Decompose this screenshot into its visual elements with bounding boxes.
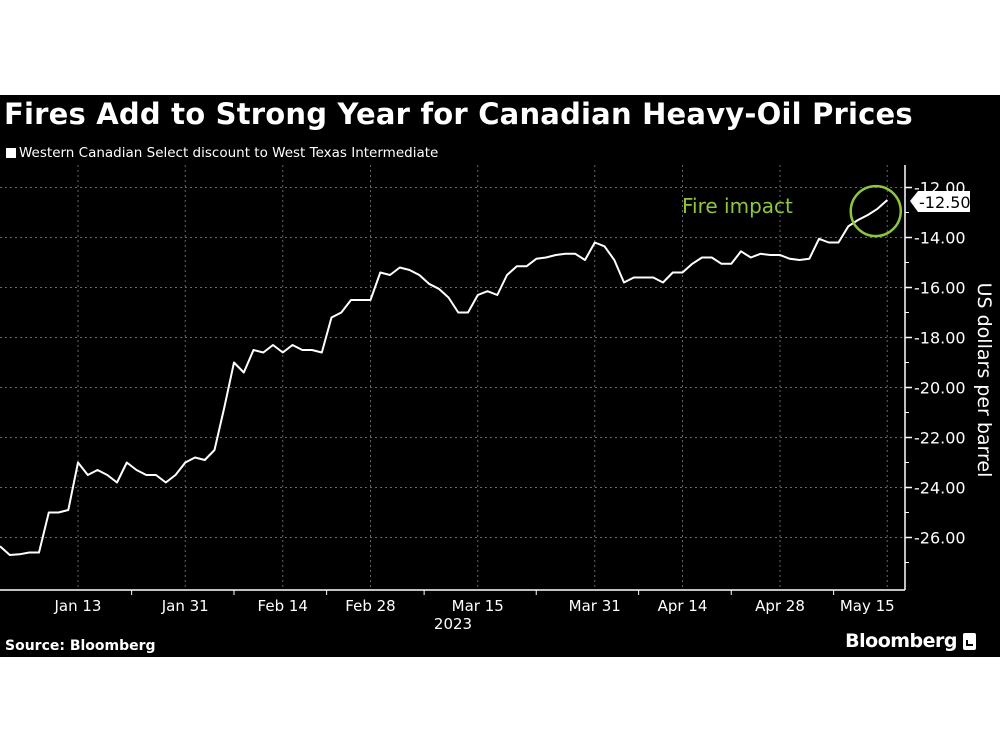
y-tick-label: -26.00 xyxy=(914,529,966,548)
x-axis: Jan 13 Jan 31 Feb 14 Feb 28 Mar 15 Mar 31 Apr … xyxy=(0,589,905,615)
legend: Western Canadian Select discount to West… xyxy=(6,145,438,161)
y-tick-label: -18.00 xyxy=(914,329,966,348)
chart-title: Fires Add to Strong Year for Canadian He… xyxy=(4,97,913,131)
x-tick-label: Mar 15 xyxy=(452,597,504,615)
x-tick-label: Jan 31 xyxy=(161,597,209,615)
fire-impact-circle xyxy=(849,184,902,238)
legend-label: Western Canadian Select discount to West… xyxy=(19,145,439,161)
y-axis-label: US dollars per barrel xyxy=(973,283,995,478)
last-value-label: -12.50 xyxy=(919,193,971,212)
x-tick-label: Apr 14 xyxy=(658,597,708,615)
x-tick-label: Jan 13 xyxy=(54,597,102,615)
y-tick-label: -24.00 xyxy=(914,479,966,498)
legend-swatch xyxy=(6,148,16,158)
x-tick-label: May 15 xyxy=(840,597,895,615)
series-line xyxy=(0,199,888,556)
y-tick-label: -20.00 xyxy=(914,379,966,398)
x-tick-label: Feb 28 xyxy=(345,597,395,615)
line-chart: Jan 13 Jan 31 Feb 14 Feb 28 Mar 15 Mar 31 Apr … xyxy=(0,165,995,633)
x-axis-year-label: 2023 xyxy=(434,615,472,633)
x-tick-label: Mar 31 xyxy=(569,597,621,615)
bloomberg-terminal-icon xyxy=(963,632,976,650)
y-tick-label: -16.00 xyxy=(914,279,966,298)
bloomberg-logo: Bloomberg xyxy=(845,630,976,652)
x-tick-label: Apr 28 xyxy=(755,597,805,615)
gridlines xyxy=(0,165,905,590)
brand-text: Bloomberg xyxy=(845,630,957,652)
last-value-tag: -12.50 xyxy=(910,191,971,212)
y-axis: -12.00-14.00-16.00-18.00-20.00-22.00-24.… xyxy=(904,165,966,590)
chart-panel: Jan 13 Jan 31 Feb 14 Feb 28 Mar 15 Mar 31 Apr … xyxy=(0,95,1000,657)
y-tick-label: -14.00 xyxy=(914,229,966,248)
x-tick-label: Feb 14 xyxy=(258,597,308,615)
source-note: Source: Bloomberg xyxy=(5,638,156,654)
fire-impact-annotation: Fire impact xyxy=(682,194,793,218)
y-tick-label: -22.00 xyxy=(914,429,966,448)
